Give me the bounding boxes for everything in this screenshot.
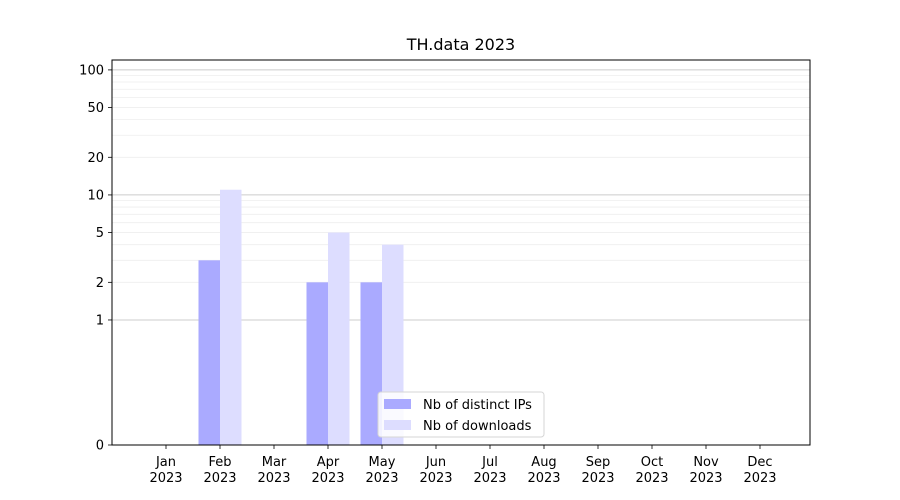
y-tick-label: 100 xyxy=(79,63,104,78)
y-tick-label: 0 xyxy=(96,439,104,454)
bar-nb-of-distinct-ips xyxy=(198,260,220,445)
legend-swatch xyxy=(384,420,411,430)
bar-nb-of-distinct-ips xyxy=(360,282,382,445)
y-tick-label: 1 xyxy=(96,313,104,328)
x-tick-label: Aug 2023 xyxy=(527,455,560,486)
x-tick-label: Oct 2023 xyxy=(635,455,668,486)
x-tick-label: Dec 2023 xyxy=(743,455,776,486)
bar-nb-of-downloads xyxy=(220,189,242,445)
legend-box xyxy=(377,391,545,438)
x-tick-label: Jul 2023 xyxy=(473,455,506,486)
x-tick-label: Sep 2023 xyxy=(581,455,614,486)
bar-nb-of-downloads xyxy=(328,232,350,445)
x-tick-label: Feb 2023 xyxy=(203,455,236,486)
x-tick-label: May 2023 xyxy=(365,455,398,486)
plot-frame xyxy=(111,59,811,446)
x-tick-label: Mar 2023 xyxy=(257,455,290,486)
x-tick-label: Jan 2023 xyxy=(149,455,182,486)
bar-nb-of-distinct-ips xyxy=(306,282,328,445)
y-tick-label: 50 xyxy=(87,101,104,116)
y-tick-label: 20 xyxy=(87,151,104,166)
legend-label: Nb of downloads xyxy=(423,419,532,434)
y-tick-label: 2 xyxy=(96,276,104,291)
chart-title: TH.data 2023 xyxy=(406,35,516,54)
x-tick-label: Jun 2023 xyxy=(419,455,452,486)
legend-swatch xyxy=(384,399,411,409)
x-tick-label: Nov 2023 xyxy=(689,455,722,486)
y-tick-label: 5 xyxy=(96,226,104,241)
legend-label: Nb of distinct IPs xyxy=(423,398,532,413)
x-tick-label: Apr 2023 xyxy=(311,455,344,486)
y-tick-label: 10 xyxy=(87,188,104,203)
